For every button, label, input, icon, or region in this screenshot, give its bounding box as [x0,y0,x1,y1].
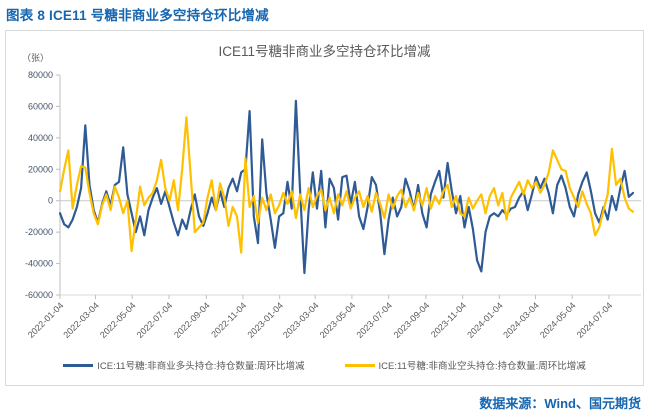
x-axis-label: 2022-07-04 [135,300,175,340]
legend-label-long: ICE:11号糖:非商业多头持仓:持仓数量:周环比增减 [97,361,305,372]
x-axis-label: 2023-03-04 [281,300,321,340]
x-axis-label: 2023-09-04 [392,300,432,340]
legend-label-short: ICE:11号糖:非商业空头持仓:持仓数量:周环比增减 [378,361,586,372]
figure-caption: 图表 8 ICE11 号糖非商业多空持仓环比增减 [6,8,269,23]
x-axis-label: 2022-03-04 [61,300,101,340]
x-axis-label: 2022-05-04 [98,300,138,340]
chart-legend: ICE:11号糖:非商业多头持仓:持仓数量:周环比增减 ICE:11号糖:非商业… [0,358,649,372]
data-source-note: 数据来源：Wind、国元期货 [479,396,641,411]
x-axis-label: 2023-05-04 [318,300,358,340]
y-axis-label: -20000 [25,227,53,237]
x-axis-label: 2024-07-04 [575,300,615,340]
long-series-swatch [63,363,94,367]
y-axis-label: -60000 [25,290,53,300]
short-positions-line [58,116,635,254]
y-axis-label: 60000 [28,101,53,111]
y-axis-label: 20000 [28,164,53,174]
legend-item-short: ICE:11号糖:非商业空头持仓:持仓数量:周环比增减 [344,358,586,372]
x-axis-label: 2022-09-04 [172,300,212,340]
y-axis-label: 40000 [28,133,53,143]
short-series-swatch [344,363,375,367]
x-axis-label: 2024-05-04 [538,300,578,340]
legend-item-long: ICE:11号糖:非商业多头持仓:持仓数量:周环比增减 [63,358,305,372]
y-axis-label: -40000 [25,259,53,269]
x-axis-label: 2023-11-04 [429,300,468,339]
long-positions-line [58,99,635,275]
y-axis-label: 80000 [28,70,53,80]
x-axis-label: 2024-03-04 [501,300,541,340]
y-axis-label: 0 [48,196,53,206]
x-axis-label: 2024-01-04 [465,300,505,340]
x-axis-label: 2022-11-04 [209,300,248,339]
x-axis-label: 2022-01-04 [26,300,66,340]
x-axis-label: 2023-01-04 [245,300,285,340]
chart-title: ICE11号糖非商业多空持仓环比增减 [218,44,431,59]
x-axis-label: 2023-07-04 [354,300,394,340]
y-axis-unit-label: （张） [22,53,50,63]
